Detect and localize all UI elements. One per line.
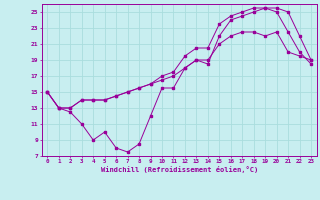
X-axis label: Windchill (Refroidissement éolien,°C): Windchill (Refroidissement éolien,°C): [100, 166, 258, 173]
